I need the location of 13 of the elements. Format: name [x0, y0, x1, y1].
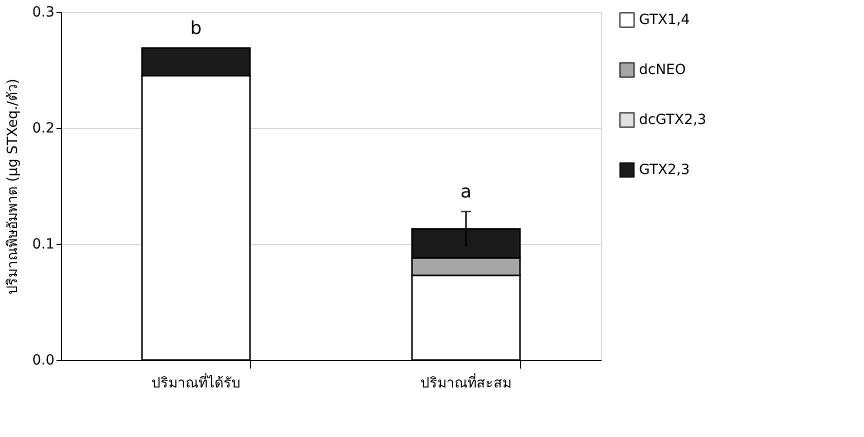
y-tick-label: 0.3: [32, 4, 54, 20]
legend-label: GTX1,4: [639, 12, 690, 28]
y-tick-label: 0.0: [32, 352, 54, 368]
annotation: b: [190, 18, 202, 39]
y-axis-title: ปริมาณพิษอัมพาต (µg STXeq./ตัว): [5, 78, 22, 294]
x-tick-label: ปริมาณที่ได้รับ: [152, 374, 240, 392]
legend-label: dcGTX2,3: [639, 112, 706, 128]
x-tick-label: ปริมาณที่สะสม: [420, 374, 512, 392]
y-tick-label: 0.1: [32, 236, 54, 252]
y-tick-label: 0.2: [32, 120, 54, 136]
annotation: a: [460, 182, 472, 203]
legend-label: dcNEO: [639, 62, 686, 78]
legend-label: GTX2,3: [639, 162, 690, 178]
